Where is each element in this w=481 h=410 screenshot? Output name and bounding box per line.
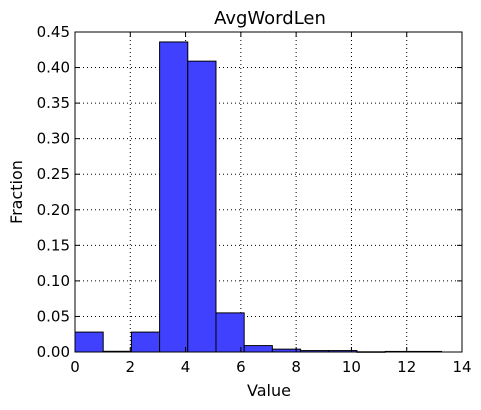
histogram-bar-6 [243,345,273,353]
bars [74,41,443,353]
x-tick-label-1: 2 [126,358,136,376]
y-tick-label-9: 0.45 [37,23,70,41]
y-tick-label-1: 0.05 [37,307,70,325]
histogram-bar-2 [130,331,161,353]
y-tick-label-4: 0.20 [37,201,70,219]
x-tick-label-0: 0 [70,358,80,376]
x-tick-label-6: 12 [397,358,416,376]
ticks: 0 2 4 6 8 10 12 14 0.00 0.05 0.10 0.15 0.20 0.25 0.30 0… [37,23,472,376]
grid [75,32,462,352]
y-tick-label-8: 0.40 [37,59,70,77]
y-tick-label-7: 0.35 [37,94,70,112]
y-tick-label-2: 0.10 [37,272,70,290]
histogram-bar-3 [159,41,189,353]
x-tick-label-7: 14 [452,358,471,376]
y-tick-label-0: 0.00 [37,343,70,361]
x-tick-label-3: 6 [236,358,246,376]
histogram-bar-0 [74,331,104,353]
chart-title: AvgWordLen [214,8,326,29]
y-axis-label: Fraction [7,160,26,224]
y-tick-label-3: 0.15 [37,236,70,254]
x-axis-label: Value [247,381,291,400]
x-tick-label-4: 8 [291,358,301,376]
plot-frame [74,31,463,353]
histogram-bar-4 [187,60,217,353]
histogram-bar-5 [215,312,245,353]
y-tick-label-5: 0.25 [37,165,70,183]
x-tick-label-2: 4 [181,358,191,376]
x-tick-label-5: 10 [342,358,361,376]
y-tick-label-6: 0.30 [37,130,70,148]
